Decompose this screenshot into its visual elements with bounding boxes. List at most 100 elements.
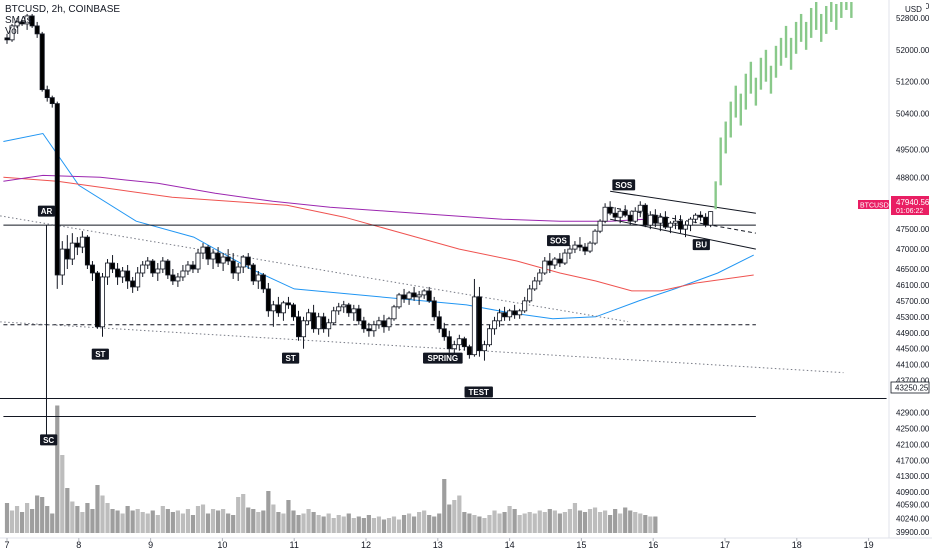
candle-body — [456, 338, 462, 346]
candle-body — [637, 204, 643, 212]
candle-body — [255, 274, 261, 282]
candle — [89, 261, 95, 281]
candle-body — [205, 246, 211, 260]
price-tick-label: 42900.00 — [896, 408, 930, 417]
volume-bar — [517, 515, 522, 533]
candle-body — [215, 252, 221, 264]
volume-bar — [572, 503, 578, 533]
candle — [552, 257, 558, 270]
volume-bar — [386, 518, 392, 533]
volume-bar — [361, 518, 366, 533]
price-tick-label: 40590.00 — [896, 501, 930, 510]
volume-bar — [522, 513, 527, 533]
volume-bar — [477, 516, 482, 533]
candle — [190, 261, 196, 273]
candle — [84, 235, 90, 270]
candles[interactable] — [4, 13, 714, 361]
candle-body — [672, 220, 678, 224]
volume-bar — [427, 515, 432, 533]
time-tick-label: 11 — [290, 540, 299, 550]
volume-bar — [311, 512, 316, 533]
price-tick-label: 49500.00 — [896, 145, 930, 154]
candle — [677, 215, 683, 234]
volume-bar — [482, 518, 487, 533]
volume-bar — [507, 506, 512, 533]
candle — [502, 306, 508, 321]
candle — [296, 310, 302, 341]
volume-bar — [9, 510, 15, 533]
candle-body — [677, 220, 683, 230]
volume-bar — [331, 518, 336, 533]
candle — [562, 249, 568, 266]
volume-bar — [306, 509, 311, 533]
volume-bar — [246, 507, 251, 533]
projection-bar — [799, 13, 803, 42]
candle — [637, 201, 643, 218]
candle-body — [431, 300, 437, 318]
price-tick-label: 41300.00 — [896, 472, 930, 481]
last-price-value: 47940.56 — [896, 198, 930, 207]
candle-body — [135, 272, 141, 288]
candle-body — [693, 214, 699, 220]
projection-bars — [714, 2, 853, 210]
projection-bar — [835, 3, 838, 30]
candle — [9, 23, 15, 42]
volume-bar — [341, 516, 346, 533]
candle — [507, 308, 513, 321]
candle — [431, 296, 437, 321]
volume-bar — [452, 500, 457, 533]
candle-body — [4, 37, 10, 41]
candle-body — [396, 294, 402, 308]
candle-body — [652, 214, 658, 224]
annotation-label: TEST — [464, 386, 493, 398]
candle — [672, 215, 678, 230]
candle-body — [105, 262, 111, 278]
candle-body — [265, 288, 271, 312]
candle — [411, 286, 417, 301]
price-tick-label: 47000.00 — [896, 245, 930, 254]
volume-bar — [326, 513, 331, 533]
time-axis[interactable]: 7 8 9 10 11 12 13 14 15 16 17 18 19 — [4, 538, 874, 550]
candle-body — [150, 260, 156, 274]
candle-body — [507, 310, 513, 318]
candle-body — [79, 236, 85, 248]
candle — [180, 265, 186, 281]
volume-bar — [542, 512, 547, 533]
candle — [657, 213, 663, 232]
volume-bar — [346, 513, 351, 533]
candle — [346, 302, 352, 317]
candle-body — [486, 328, 492, 346]
candle — [366, 322, 372, 337]
candle — [351, 304, 357, 321]
annotation-label: ST — [91, 348, 109, 360]
candle — [39, 31, 45, 92]
volume-bar — [165, 509, 170, 533]
candle-body — [547, 260, 553, 266]
candle — [110, 255, 116, 273]
last-price-symbol: BTCUSD — [860, 203, 889, 210]
volume-bar — [256, 512, 261, 533]
candle-body — [290, 304, 296, 318]
candle — [99, 272, 105, 337]
annotation-label: SC — [40, 434, 58, 446]
candle-body — [125, 270, 131, 282]
volume-bar — [321, 516, 326, 533]
level-price-tag: 43250.25 — [890, 381, 930, 394]
candle-body — [582, 246, 588, 252]
volume-bar — [110, 509, 115, 533]
candle — [225, 249, 231, 266]
candle — [441, 322, 447, 341]
volume-bar — [492, 510, 497, 533]
volume-bar — [462, 512, 467, 533]
volume-bar — [40, 497, 45, 533]
price-axis[interactable]: 53100.0052800.0052000.0051200.0050400.00… — [896, 2, 930, 537]
candle-body — [683, 224, 689, 230]
currency-label-box — [896, 3, 926, 14]
price-tick-label: 50400.00 — [896, 110, 930, 119]
candle-body — [14, 21, 20, 27]
volume-bar — [567, 509, 573, 533]
candle-body — [492, 320, 498, 330]
candle-body — [612, 212, 618, 218]
